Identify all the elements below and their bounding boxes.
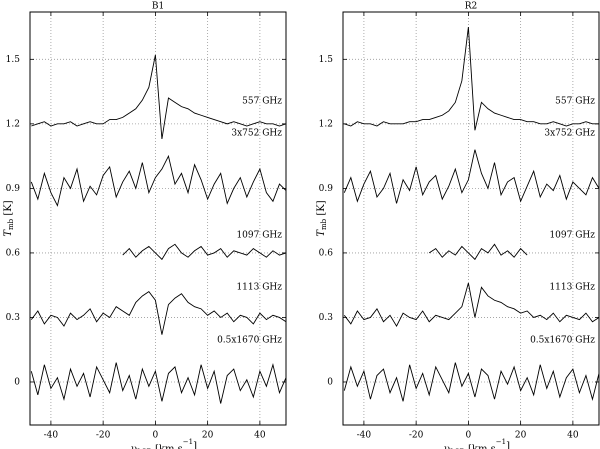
y-tick-label: 0 <box>327 377 333 387</box>
x-label-main: υ <box>444 444 450 449</box>
series-label: 1113 GHz <box>549 283 595 293</box>
x-tick-label: 20 <box>202 431 214 441</box>
series-label: 3x752 GHz <box>231 129 282 139</box>
y-axis-label: Tmb [K] <box>316 200 329 236</box>
y-tick-label: 1.2 <box>6 119 20 129</box>
spectrum-line <box>343 282 600 327</box>
x-label-end: ] <box>193 441 197 449</box>
plot-frame <box>29 11 287 426</box>
x-tick-label: 0 <box>466 431 472 441</box>
x-label-unit: [km s <box>152 444 183 449</box>
spectrum-line <box>30 291 287 335</box>
panel-title: B1 <box>152 2 164 12</box>
panel: 0 0.3 0.6 0.9 1.2 1.5 -40 -20 0 20 40 R2 557 GHz 3x75… <box>316 2 600 449</box>
y-tick-label: 1.5 <box>319 55 334 65</box>
series-label: 0.5x1670 GHz <box>530 336 595 346</box>
series-label: 1097 GHz <box>549 231 595 241</box>
y-tick-label: 1.2 <box>319 119 333 129</box>
y-tick-label: 0.9 <box>319 184 334 194</box>
spectrum-line <box>344 27 599 131</box>
spectrum-line <box>343 149 600 204</box>
y-axis-label: Tmb [K] <box>3 200 16 236</box>
x-label-sup: −1 <box>496 438 506 446</box>
spectrum-line <box>122 243 287 261</box>
x-axis-label: υLSR [km s−1] <box>444 438 510 449</box>
x-tick-label: -40 <box>357 431 372 441</box>
spectrum-line <box>30 154 287 207</box>
series-label: 1113 GHz <box>236 283 282 293</box>
x-tick-label: -20 <box>96 431 111 441</box>
y-label-main: T <box>3 229 14 237</box>
x-tick-label: 20 <box>515 431 527 441</box>
series-label: 1097 GHz <box>236 231 282 241</box>
spectrum-line <box>30 362 287 404</box>
x-label-end: ] <box>506 441 510 449</box>
series-label: 557 GHz <box>242 97 282 107</box>
series-label: 0.5x1670 GHz <box>217 336 282 346</box>
x-tick-label: 40 <box>567 431 579 441</box>
y-label-main: T <box>316 229 327 237</box>
spectrum-line <box>428 243 528 261</box>
x-axis-label: υLSR [km s−1] <box>131 438 197 449</box>
spectrum-line <box>31 54 287 139</box>
spectrum-line <box>343 362 600 402</box>
x-label-main: υ <box>131 444 137 449</box>
series-label: 557 GHz <box>555 97 595 107</box>
y-label-unit: [K] <box>316 200 327 219</box>
y-tick-label: 0.3 <box>6 313 21 323</box>
x-tick-label: -40 <box>44 431 59 441</box>
x-tick-label: 40 <box>254 431 266 441</box>
x-label-unit: [km s <box>465 444 496 449</box>
y-tick-label: 0.3 <box>319 313 334 323</box>
y-tick-label: 0 <box>14 377 20 387</box>
x-tick-label: -20 <box>409 431 424 441</box>
panel-title: R2 <box>465 2 478 12</box>
plot-frame <box>342 11 600 426</box>
y-label-sub: mb <box>320 218 328 230</box>
y-tick-label: 0.6 <box>319 248 334 258</box>
series-label: 3x752 GHz <box>544 129 595 139</box>
panel: 0 0.3 0.6 0.9 1.2 1.5 -40 -20 0 20 40 B1 557 GHz 3x75… <box>3 2 287 449</box>
y-label-unit: [K] <box>3 200 14 219</box>
x-tick-label: 0 <box>153 431 159 441</box>
y-tick-label: 0.9 <box>6 184 21 194</box>
y-tick-label: 1.5 <box>6 55 21 65</box>
y-tick-label: 0.6 <box>6 248 21 258</box>
y-label-sub: mb <box>7 218 15 230</box>
x-label-sup: −1 <box>183 438 193 446</box>
